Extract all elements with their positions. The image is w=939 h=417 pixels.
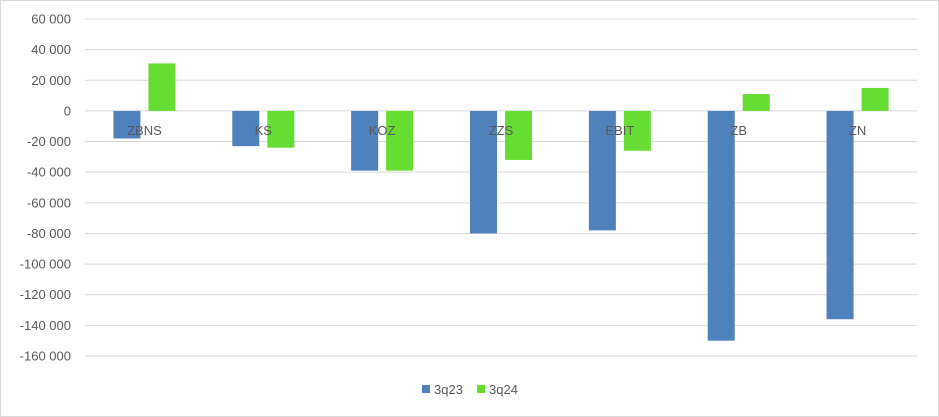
- bar-3q23-koz: [351, 110, 379, 171]
- y-tick-label: 0: [64, 103, 71, 118]
- y-tick-label: 60 000: [31, 12, 71, 27]
- legend: 3q23 3q24: [422, 382, 518, 397]
- bar-3q24-zb: [742, 94, 770, 111]
- y-tick-label: -120 000: [20, 287, 71, 302]
- y-tick-label: -80 000: [27, 226, 71, 241]
- bar-3q24-zn: [861, 87, 889, 111]
- y-tick-label: -60 000: [27, 195, 71, 210]
- legend-swatch-3q23: [422, 385, 430, 393]
- legend-swatch-3q24: [477, 385, 485, 393]
- category-label: ZN: [849, 123, 866, 138]
- category-label: KOZ: [369, 123, 396, 138]
- bar-3q23-zbns: [113, 110, 141, 139]
- bar-3q24-zbns: [148, 63, 176, 111]
- y-tick-label: -40 000: [27, 165, 71, 180]
- y-tick-label: -140 000: [20, 318, 71, 333]
- category-label: ZB: [730, 123, 747, 138]
- legend-label-3q23: 3q23: [434, 382, 463, 397]
- y-tick-label: -100 000: [20, 257, 71, 272]
- gridlines: [85, 18, 917, 357]
- category-label: ZBNS: [127, 123, 162, 138]
- bar-3q23-ks: [232, 110, 260, 147]
- y-tick-label: 40 000: [31, 42, 71, 57]
- y-tick-label: -20 000: [27, 134, 71, 149]
- category-label: EBIT: [605, 123, 634, 138]
- bar-3q23-zb: [707, 110, 735, 341]
- bar-3q23-zzs: [470, 110, 497, 234]
- category-label: KS: [255, 123, 273, 138]
- bar-3q24-koz: [386, 110, 414, 171]
- category-labels: ZBNS KS KOZ ZZS EBIT ZB ZN: [127, 123, 866, 138]
- bar-3q24-zzs: [505, 110, 532, 160]
- bar-3q23-ebit: [588, 110, 616, 231]
- bar-3q24-ebit: [623, 110, 651, 151]
- legend-label-3q24: 3q24: [489, 382, 518, 397]
- bar-3q24-ks: [267, 110, 295, 148]
- y-tick-label: -160 000: [20, 349, 71, 364]
- y-tick-label: 20 000: [31, 73, 71, 88]
- y-axis-tick-labels: 60 000 40 000 20 000 0 -20 000 -40 000 -60 000…: [20, 12, 71, 364]
- category-label: ZZS: [489, 123, 514, 138]
- bar-3q23-zn: [826, 110, 854, 320]
- bars: [113, 63, 889, 341]
